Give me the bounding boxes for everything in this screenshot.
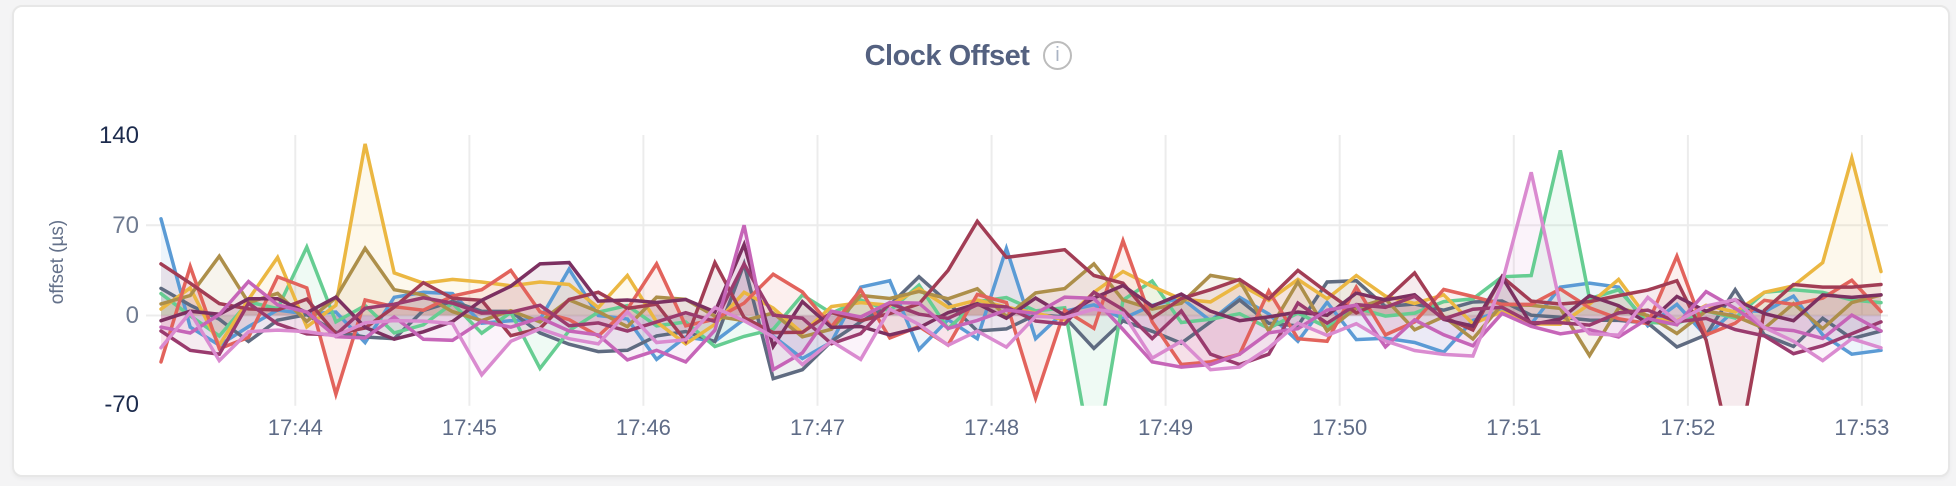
svg-text:17:49: 17:49 bbox=[1138, 415, 1193, 440]
svg-text:140: 140 bbox=[99, 122, 139, 149]
svg-text:17:46: 17:46 bbox=[616, 415, 671, 440]
svg-text:17:53: 17:53 bbox=[1834, 415, 1889, 440]
svg-text:0: 0 bbox=[126, 302, 139, 329]
svg-text:17:52: 17:52 bbox=[1660, 415, 1715, 440]
svg-text:70: 70 bbox=[112, 212, 139, 239]
svg-text:17:50: 17:50 bbox=[1312, 415, 1367, 440]
svg-text:-70: -70 bbox=[104, 391, 139, 418]
svg-text:17:47: 17:47 bbox=[790, 415, 845, 440]
svg-text:17:44: 17:44 bbox=[268, 415, 323, 440]
svg-text:offset (µs): offset (µs) bbox=[47, 220, 68, 305]
svg-text:17:51: 17:51 bbox=[1486, 415, 1541, 440]
svg-text:17:48: 17:48 bbox=[964, 415, 1019, 440]
svg-text:17:45: 17:45 bbox=[442, 415, 497, 440]
